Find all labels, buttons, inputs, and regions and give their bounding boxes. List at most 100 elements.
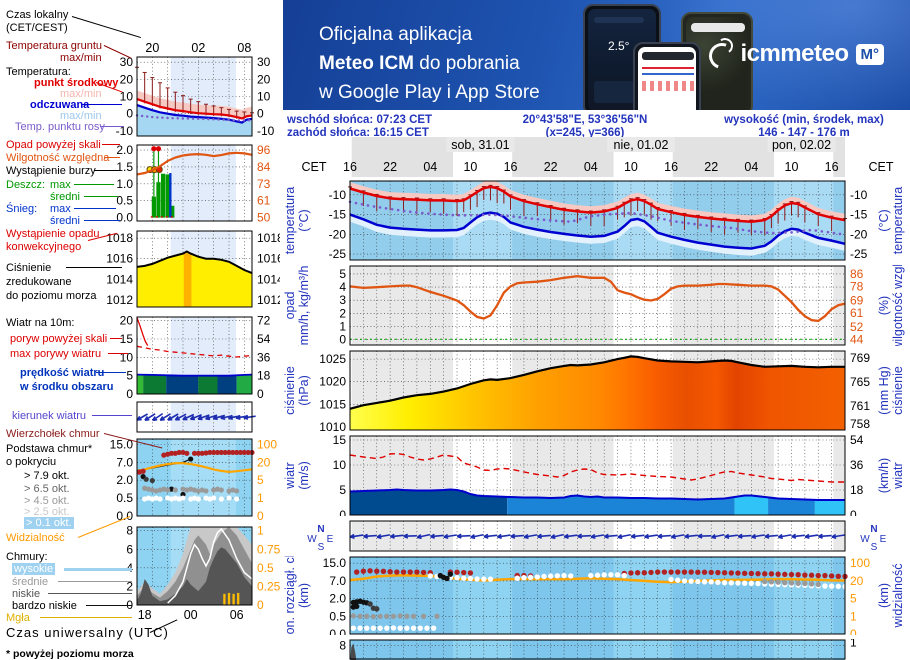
svg-text:22: 22	[544, 160, 558, 174]
leader-line	[100, 126, 124, 127]
svg-text:-10: -10	[850, 188, 868, 202]
legend-temperature: Temperatura:	[6, 66, 71, 78]
leader-line	[110, 338, 122, 339]
svg-text:30: 30	[120, 55, 134, 69]
svg-text:0.25: 0.25	[257, 579, 280, 593]
leader-line	[71, 16, 142, 39]
leader-line	[64, 568, 132, 571]
svg-text:36: 36	[257, 350, 271, 364]
legend-okta-45: > 4.5 okt.	[24, 495, 70, 507]
sun-times: wschód słońca: 07:23 CET zachód słońca: …	[287, 114, 432, 140]
svg-text:E: E	[327, 534, 334, 545]
svg-text:36: 36	[850, 458, 864, 472]
svg-text:4: 4	[126, 561, 133, 575]
legend-okta-25: > 2.5 okt.	[24, 506, 70, 518]
svg-text:54: 54	[850, 435, 864, 447]
banner-line1: Oficjalna aplikacja	[319, 24, 473, 45]
svg-text:1025: 1025	[319, 352, 346, 366]
svg-text:0: 0	[850, 508, 857, 516]
svg-text:18: 18	[257, 369, 271, 383]
logo-wordmark: icmmeteo	[740, 40, 849, 67]
legend-local-time-2: (CET/CEST)	[6, 22, 68, 34]
svg-text:1012: 1012	[106, 293, 133, 307]
svg-text:69: 69	[850, 293, 864, 307]
svg-text:0: 0	[850, 627, 857, 635]
svg-text:2.0: 2.0	[116, 143, 133, 157]
svg-text:100: 100	[257, 437, 277, 451]
legend-temp-maxmin: max/min	[60, 88, 102, 100]
legend-visibility: Widzialność	[6, 532, 65, 544]
svg-text:0: 0	[257, 598, 264, 612]
svg-text:54: 54	[257, 332, 271, 346]
svg-text:15: 15	[120, 332, 134, 346]
svg-text:-25: -25	[850, 247, 868, 261]
svg-text:2.0: 2.0	[329, 592, 346, 606]
sunset-text: zachód słońca: 16:15 CET	[287, 127, 429, 139]
legend-cloud-top: Wierzchołek chmur	[6, 428, 100, 440]
leader-line	[84, 196, 118, 197]
svg-text:761: 761	[850, 399, 870, 413]
svg-text:(°C): (°C)	[877, 209, 891, 231]
svg-text:0.0: 0.0	[116, 211, 133, 225]
svg-text:1015: 1015	[319, 397, 346, 411]
legend-rain: Deszcz:	[6, 179, 46, 191]
svg-text:0: 0	[339, 508, 346, 516]
svg-text:S: S	[871, 542, 878, 552]
svg-text:0: 0	[257, 387, 264, 398]
mini-wind-direction-strip	[136, 401, 256, 433]
cyclone-swirl-icon	[707, 41, 733, 67]
legend-clouds-mid: średnie	[12, 576, 49, 588]
svg-text:4: 4	[339, 280, 346, 294]
svg-text:(m/s): (m/s)	[297, 461, 311, 489]
svg-text:8: 8	[339, 639, 346, 652]
leader-line	[40, 617, 132, 618]
leader-line	[102, 144, 120, 145]
phone-meteogram-mockup	[633, 42, 701, 110]
svg-text:wiatr: wiatr	[891, 462, 905, 489]
legend-gust-above-scale: poryw powyżej skali	[10, 333, 108, 345]
svg-text:78: 78	[850, 279, 864, 293]
svg-text:30: 30	[257, 55, 271, 69]
svg-text:44: 44	[850, 333, 864, 346]
svg-text:1020: 1020	[319, 375, 346, 389]
legend-feels-like: odczuwana	[30, 99, 90, 111]
svg-text:0: 0	[339, 333, 346, 346]
app-promo-banner[interactable]: Oficjalna aplikacja Meteo ICM do pobrani…	[283, 0, 910, 110]
svg-text:100: 100	[850, 556, 870, 570]
legend-pressure-3: do poziomu morza	[6, 290, 97, 302]
leader-line	[48, 593, 132, 594]
svg-text:1.5: 1.5	[116, 160, 133, 174]
svg-text:5: 5	[339, 267, 346, 281]
svg-text:S: S	[318, 542, 325, 552]
svg-text:61: 61	[850, 306, 864, 320]
svg-text:0.0: 0.0	[329, 627, 346, 635]
svg-text:1: 1	[850, 639, 857, 649]
svg-text:e pion. rozciągł. chm.: e pion. rozciągł. chm.	[283, 556, 297, 635]
legend-clouds-low: niskie	[12, 588, 41, 600]
svg-text:W: W	[307, 534, 317, 545]
svg-text:96: 96	[257, 143, 271, 157]
svg-text:61: 61	[257, 194, 271, 208]
mini-cloudbase-chart: 15.0 7.0 2.0 0.5 0.0 100 20 5 1 0	[110, 437, 278, 520]
legend-pressure-2: zredukowane	[6, 276, 72, 288]
altitude-info: wysokość (min, środek, max) 146 - 147 - …	[700, 114, 908, 140]
svg-text:84: 84	[257, 160, 271, 174]
svg-text:-20: -20	[850, 227, 868, 241]
svg-text:0.75: 0.75	[257, 542, 280, 556]
legend-clouds-very-low: bardzo niskie	[12, 600, 77, 612]
time-axis: sob, 31.01 nie, 01.02 pon, 02.02 16 22 04 10 16…	[302, 137, 894, 177]
svg-text:-15: -15	[850, 208, 868, 222]
svg-text:20: 20	[120, 72, 134, 86]
svg-text:16: 16	[343, 160, 357, 174]
svg-text:20: 20	[257, 455, 271, 469]
legend-okta-79: > 7.9 okt.	[24, 470, 70, 482]
svg-text:opad: opad	[283, 292, 297, 320]
svg-text:5: 5	[257, 473, 264, 487]
svg-text:wilgotność wzgl.: wilgotność wzgl.	[891, 265, 905, 346]
svg-text:15: 15	[333, 435, 347, 447]
svg-text:(°C): (°C)	[297, 209, 311, 231]
